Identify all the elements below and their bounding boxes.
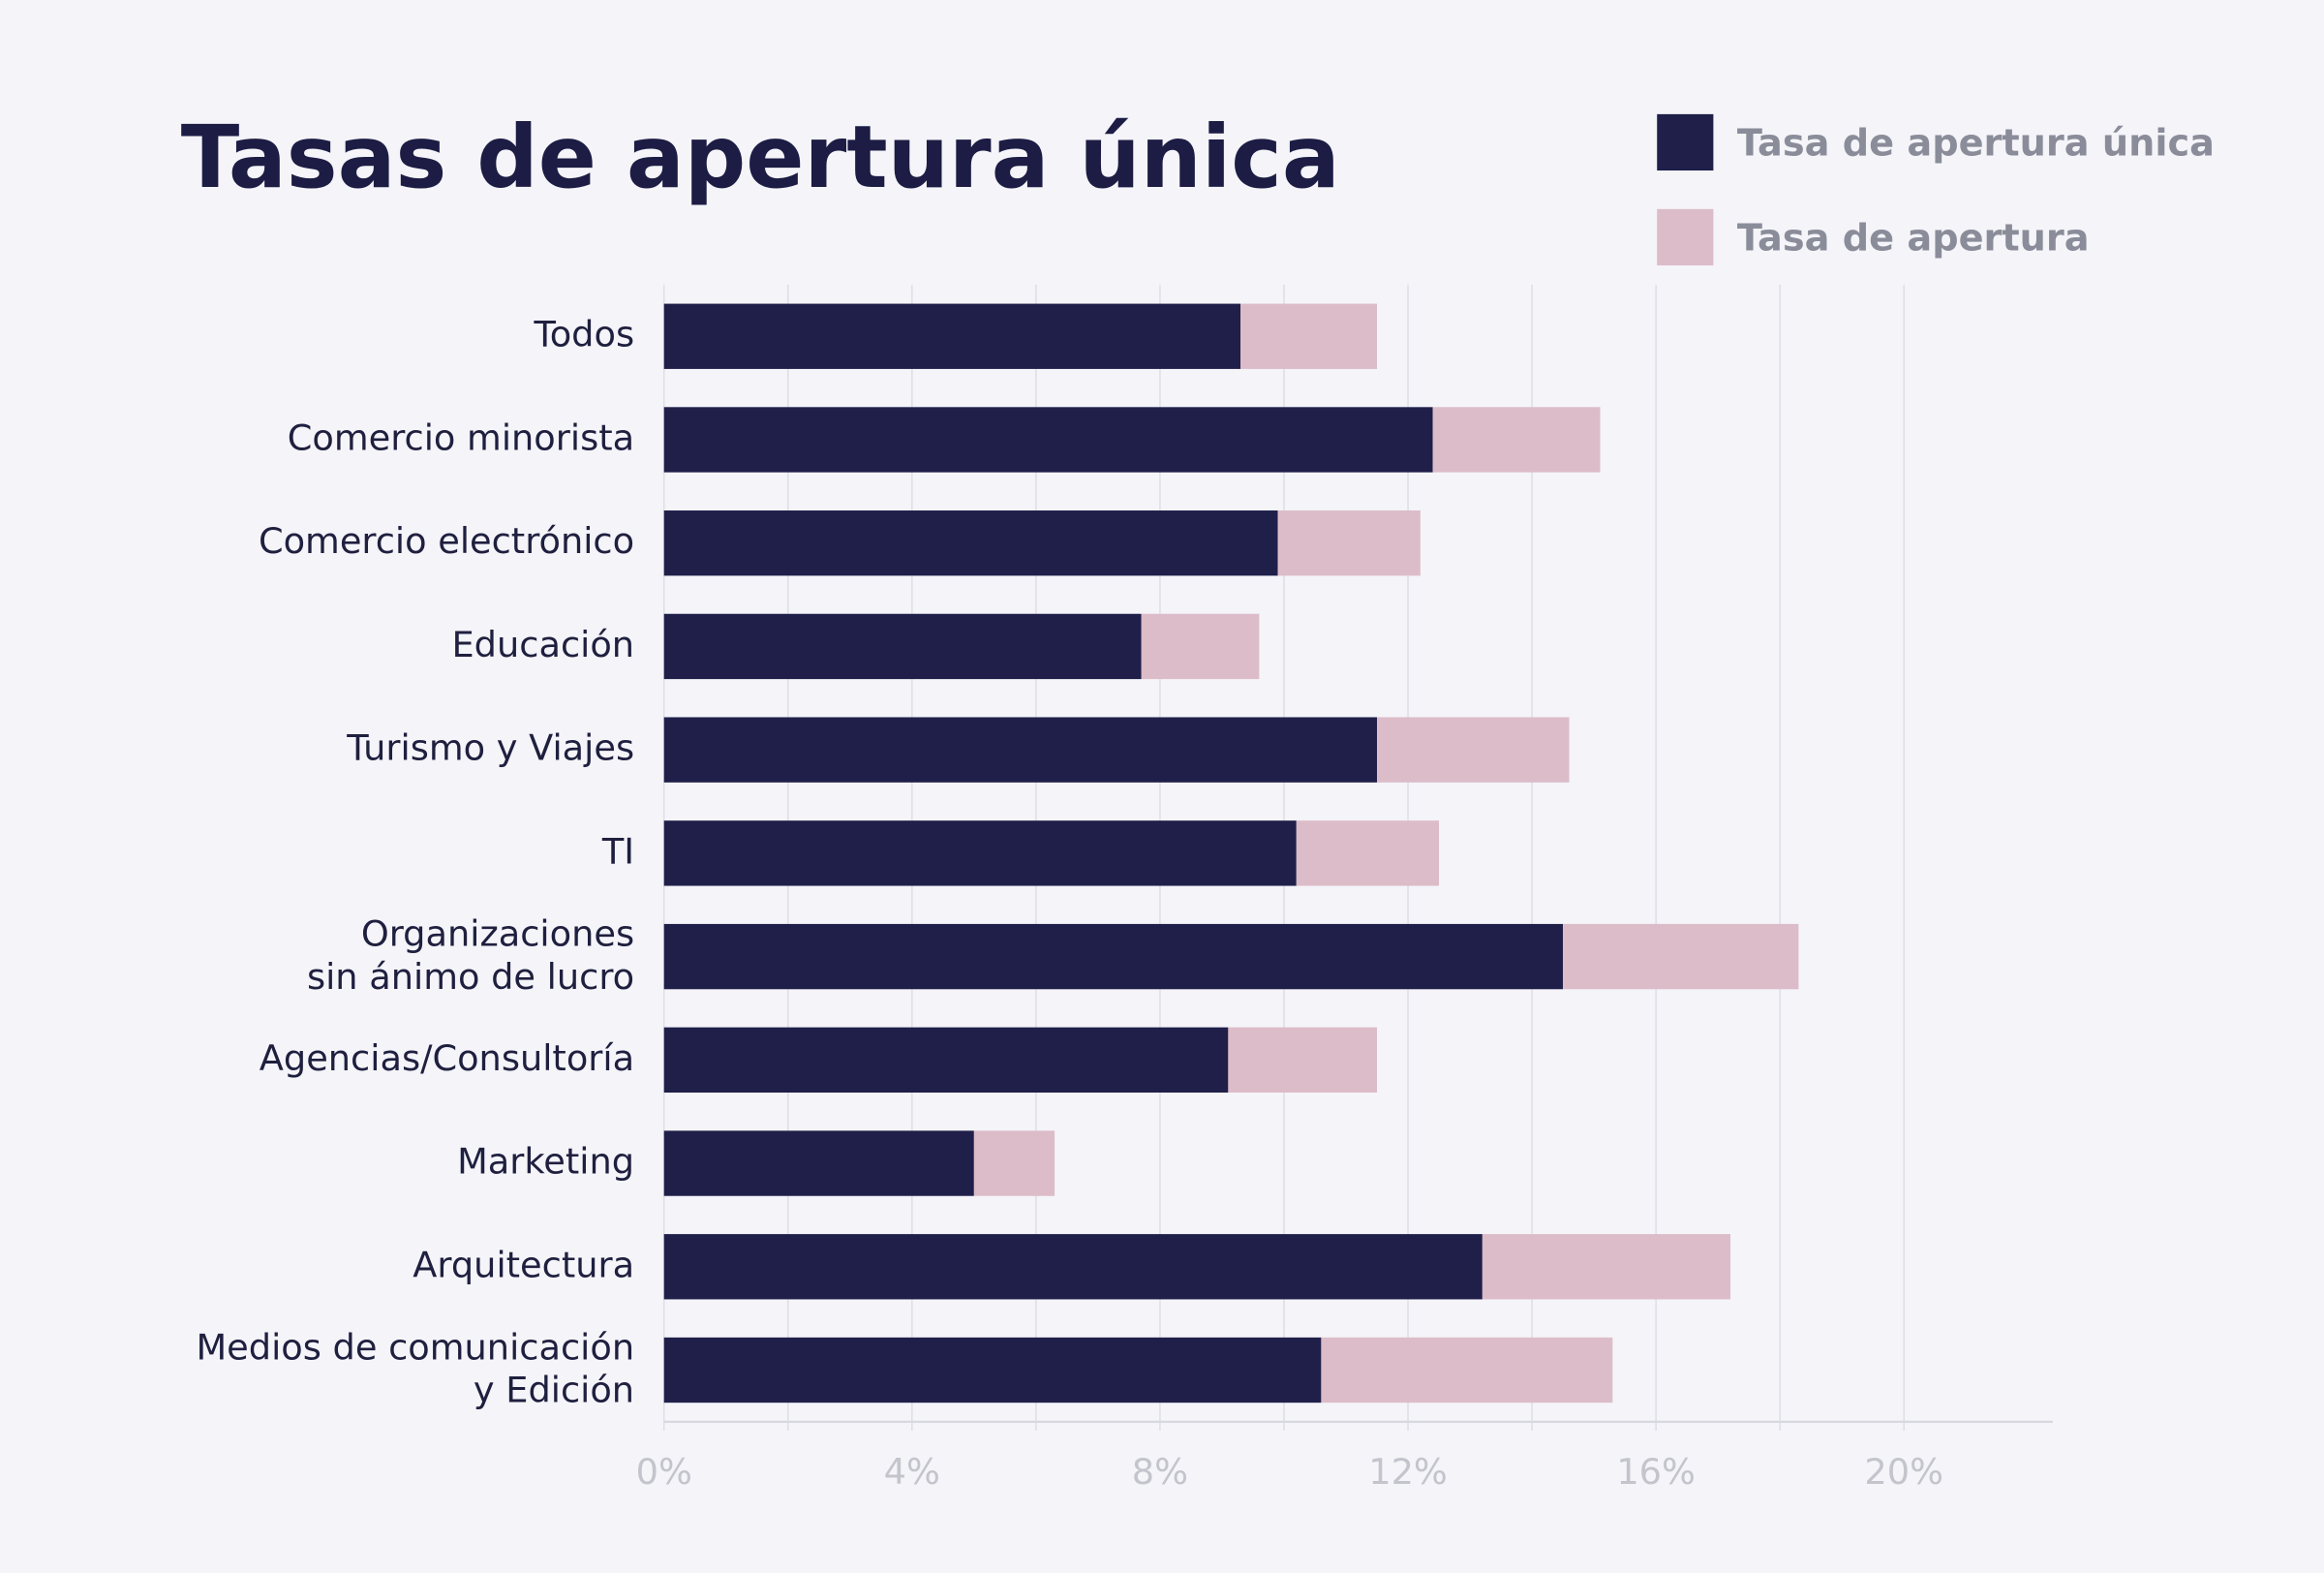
bar-segment (663, 613, 1142, 680)
bar-segment (1321, 1337, 1613, 1403)
y-tick-label: TI (601, 830, 634, 872)
y-tick-label: Medios de comunicación y Edición (196, 1326, 634, 1410)
y-tick-label: Todos (534, 314, 635, 355)
bar-segment (1141, 613, 1260, 680)
bar-segment (663, 510, 1278, 576)
bar-segment (663, 923, 1564, 990)
bar-segment (663, 407, 1433, 473)
y-tick-label: Comercio minorista (288, 416, 634, 458)
bar-segment (1563, 923, 1799, 990)
y-tick-label: Arquitectura (413, 1244, 634, 1285)
bar-segment (1377, 717, 1570, 783)
bar-segment (1228, 1027, 1378, 1094)
legend-label: Tasa de apertura (1737, 216, 2090, 260)
legend-swatch (1657, 208, 1714, 265)
bar-segment (1432, 407, 1601, 473)
y-tick-label: Comercio electrónico (259, 520, 634, 562)
legend-swatch (1657, 113, 1714, 171)
x-tick-label: 16% (1616, 1451, 1696, 1493)
bar-segment (663, 820, 1297, 886)
y-tick-label: Agencias/Consultoría (260, 1037, 634, 1079)
legend-label: Tasa de apertura única (1737, 122, 2215, 166)
bar-segment (663, 1234, 1483, 1300)
bar-segment (1296, 820, 1440, 886)
x-tick-label: 12% (1368, 1451, 1448, 1493)
bar-segment (1277, 510, 1421, 576)
x-tick-label: 8% (1132, 1451, 1188, 1493)
bar-segment (663, 1027, 1229, 1094)
bar-segment (663, 303, 1241, 369)
chart-title: Tasas de apertura única (181, 108, 1340, 207)
bar-segment (663, 1130, 974, 1196)
bar-segment (1240, 303, 1378, 369)
y-tick-label: Turismo y Viajes (346, 727, 634, 769)
bar-segment (663, 1337, 1322, 1403)
y-tick-label: Organizaciones sin ánimo de lucro (307, 912, 634, 997)
y-tick-label: Educación (451, 624, 634, 665)
x-tick-label: 4% (884, 1451, 940, 1493)
bar-segment (663, 717, 1378, 783)
x-tick-label: 20% (1864, 1451, 1943, 1493)
x-tick-label: 0% (636, 1451, 692, 1493)
y-tick-label: Marketing (457, 1141, 634, 1183)
bar-segment (1482, 1234, 1730, 1300)
bar-segment (973, 1130, 1055, 1196)
